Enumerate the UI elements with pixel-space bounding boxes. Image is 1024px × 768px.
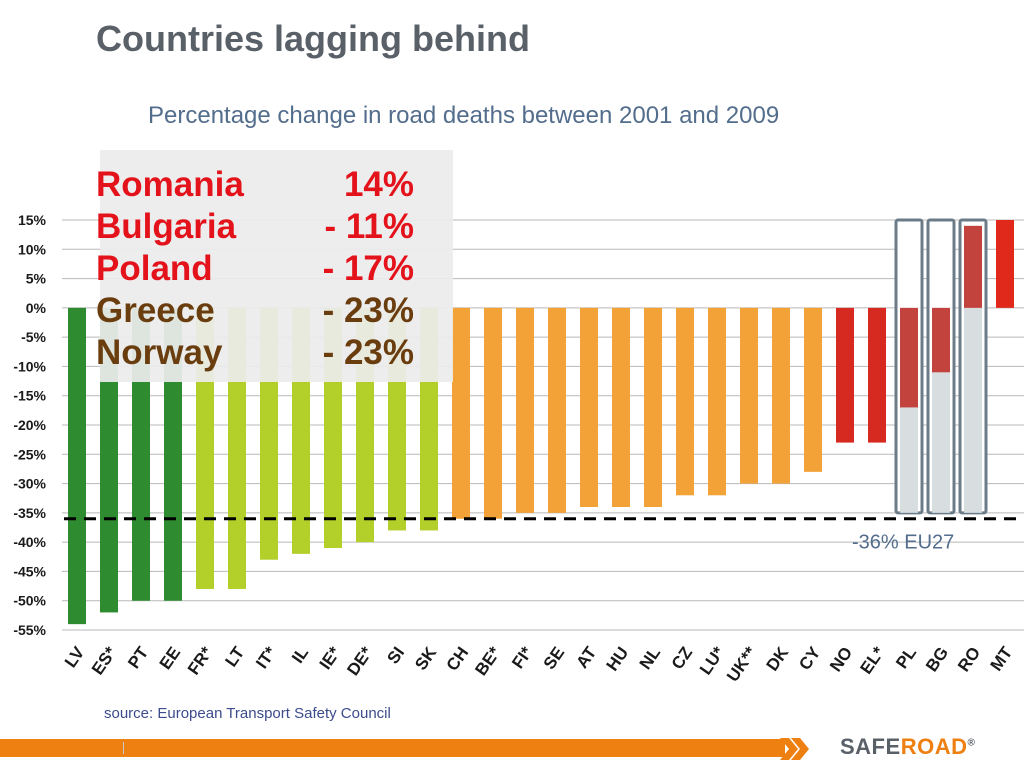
x-tick-label: BE* (471, 643, 504, 679)
x-tick-label: BG (922, 643, 952, 675)
footer-bar (0, 739, 785, 757)
bar-es (100, 307, 118, 613)
y-tick-label: -25% (13, 446, 46, 462)
x-tick-label: MT (987, 643, 1017, 675)
x-tick-label: DE* (343, 643, 376, 679)
x-tick-label: LV (61, 643, 89, 671)
logo-part-safe: SAFE (840, 734, 901, 759)
saferoad-logo: SAFEROAD® (840, 734, 975, 760)
bar-fi (516, 307, 534, 513)
x-tick-label: PT (124, 643, 152, 672)
bar-ch (452, 307, 470, 519)
y-tick-label: -40% (13, 534, 46, 550)
y-tick-label: 0% (26, 300, 47, 316)
y-tick-label: -45% (13, 563, 46, 579)
x-tick-label: IL (288, 643, 312, 666)
x-tick-label: CZ (668, 643, 697, 672)
chevron-right-icon (780, 738, 809, 760)
source-note: source: European Transport Safety Counci… (104, 705, 391, 722)
chart-subtitle: Percentage change in road deaths between… (148, 102, 780, 129)
y-tick-label: 15% (18, 212, 47, 228)
bar-hu (612, 307, 630, 507)
x-tick-label: EL* (856, 643, 888, 677)
callout-row: Norway - 23% (96, 333, 414, 375)
y-tick-label: -20% (13, 417, 46, 433)
callout-country: Poland (96, 249, 213, 288)
y-tick-label: 10% (18, 241, 47, 257)
bar-nl (644, 307, 662, 507)
y-tick-label: -10% (13, 358, 46, 374)
footer-divider (123, 742, 124, 754)
bar-at (580, 307, 598, 507)
bar-no (836, 307, 854, 443)
registered-mark: ® (967, 737, 976, 749)
x-tick-label: IE* (316, 643, 345, 673)
x-tick-label: FR* (184, 643, 217, 678)
bar-mt (996, 220, 1014, 308)
y-tick-label: -55% (13, 622, 46, 638)
x-tick-label: NL (636, 643, 665, 672)
callout-value: - 17% (322, 249, 414, 288)
bar-be (484, 307, 502, 519)
callout-row: Greece - 23% (96, 291, 414, 333)
y-tick-label: 5% (26, 271, 47, 287)
x-tick-label: DK (763, 643, 793, 675)
y-tick-label: -35% (13, 505, 46, 521)
bar-lv (68, 307, 86, 625)
bar-chart: 15% 10% 5% 0% -5% -10% -15% -20% -25% -30% -35% -40… (13, 212, 1024, 685)
bar-el (868, 307, 886, 443)
x-tick-label: NO (826, 643, 856, 675)
callout-country: Bulgaria (96, 207, 237, 246)
y-tick-label: -50% (13, 593, 46, 609)
bar-bg (932, 307, 950, 373)
callout-value: - 23% (322, 291, 414, 330)
callout-box (100, 150, 453, 382)
bar-ro (964, 225, 982, 308)
callout-value: 14% (343, 165, 414, 204)
y-tick-label: -5% (21, 329, 46, 345)
logo-part-road: ROAD (900, 734, 968, 759)
bar-se (548, 307, 566, 513)
x-tick-label: CH (443, 643, 473, 674)
callout-country: Norway (96, 333, 223, 372)
callout-row: Bulgaria - 11% (96, 207, 414, 249)
x-tick-label: IT* (252, 643, 280, 672)
callout-country: Greece (96, 291, 215, 330)
bar-pl (900, 307, 918, 408)
x-tick-label: SK (411, 643, 441, 674)
callout-country: Romania (96, 165, 244, 204)
callout-value: - 11% (324, 207, 415, 246)
x-tick-label: ES* (88, 643, 121, 678)
bar-cz (676, 307, 694, 496)
reference-line-label: -36% EU27 (852, 532, 954, 554)
bar-cy (804, 307, 822, 472)
y-tick-label: -15% (13, 388, 46, 404)
x-tick-label: AT (572, 643, 600, 672)
bar-lu (708, 307, 726, 496)
y-tick-label: -30% (13, 476, 46, 492)
callout-row: Poland - 17% (96, 249, 414, 291)
x-tick-label: RO (954, 643, 984, 675)
x-tick-label: EE (156, 643, 185, 672)
page-title: Countries lagging behind (96, 18, 530, 59)
x-tick-label: CY (795, 643, 824, 674)
x-tick-label: SI (383, 643, 408, 667)
callout-value: - 23% (322, 333, 414, 372)
bar-dk (772, 307, 790, 484)
x-tick-label: PL (892, 643, 920, 672)
bar-uk (740, 307, 758, 484)
x-tick-label: HU (603, 643, 633, 674)
x-tick-label: LT (222, 643, 249, 670)
x-tick-label: FI* (508, 643, 536, 672)
x-tick-label: UK** (723, 643, 760, 685)
x-tick-label: SE (540, 643, 569, 672)
callout-row: Romania 14% (96, 165, 414, 207)
